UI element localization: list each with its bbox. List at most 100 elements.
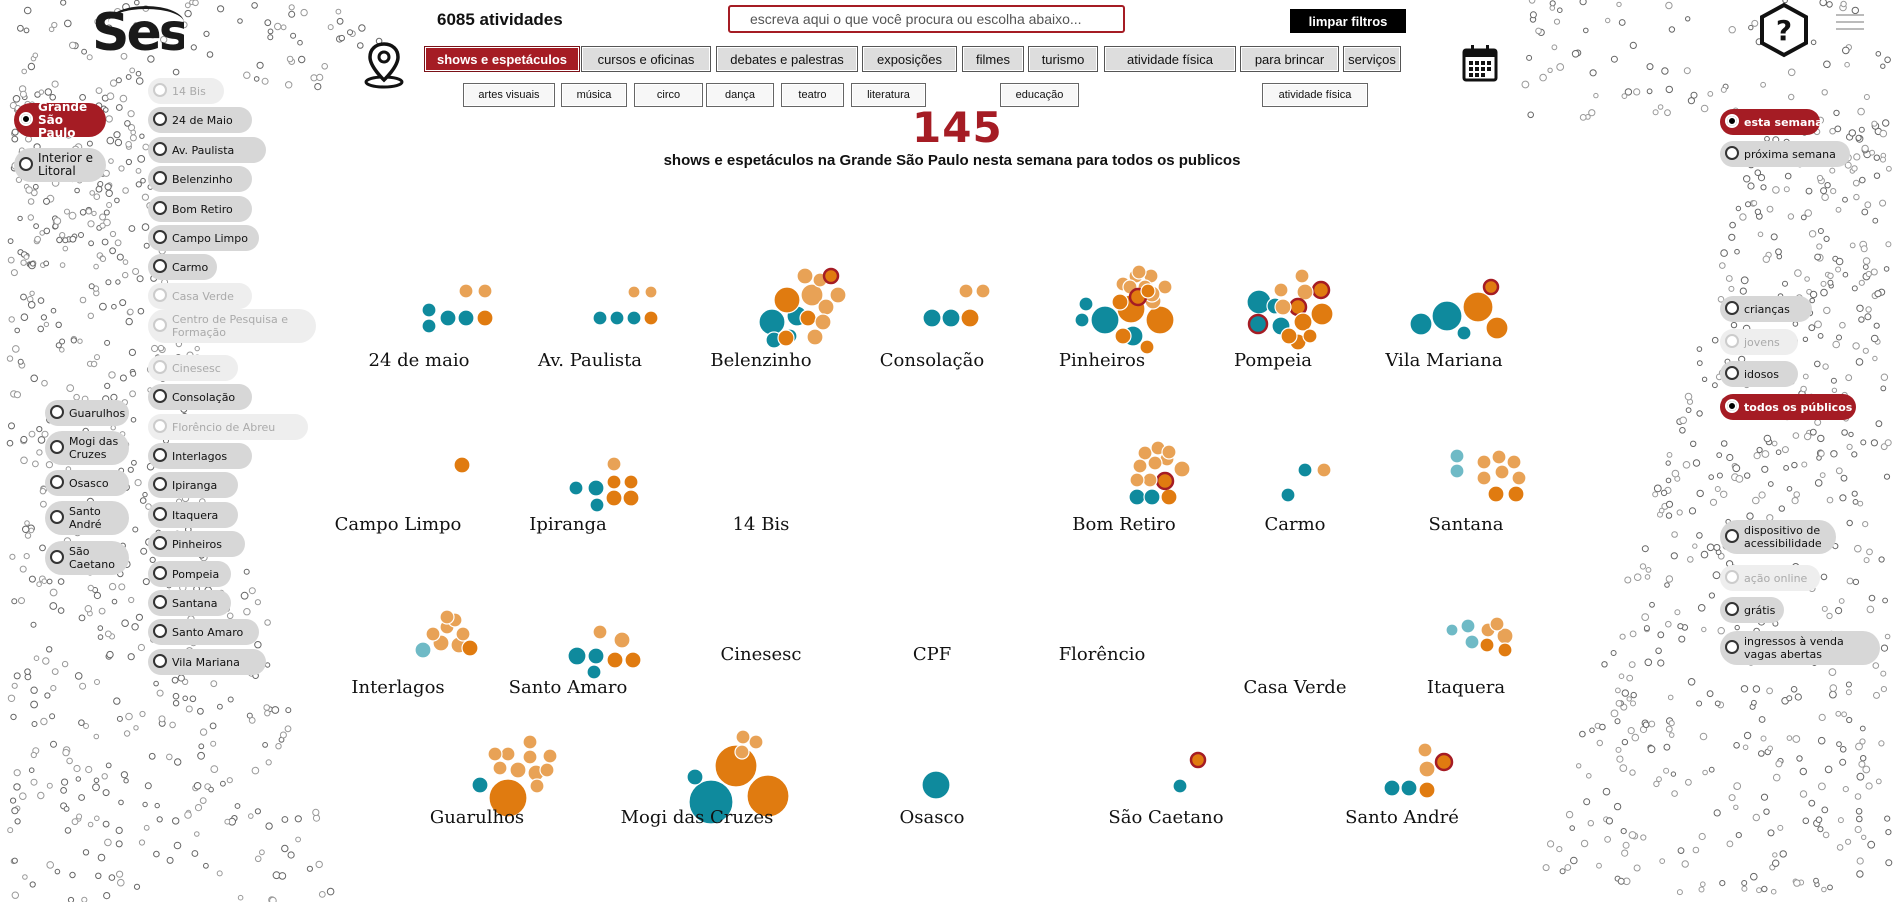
activity-bubble[interactable] [1140, 283, 1156, 299]
activity-bubble[interactable] [799, 309, 817, 327]
activity-bubble[interactable] [1482, 278, 1500, 296]
subcategory-tab-5[interactable]: teatro [781, 83, 844, 107]
subcategory-tab-2[interactable]: música [561, 83, 627, 107]
activity-bubble[interactable] [1417, 742, 1433, 758]
activity-bubble[interactable] [605, 489, 623, 507]
map-unit-label-11[interactable]: Bom Retiro [1072, 514, 1176, 535]
activity-bubble[interactable] [1460, 618, 1476, 634]
map-unit-label-1[interactable]: 24 de maio [368, 350, 470, 371]
activity-bubble[interactable] [1310, 302, 1334, 326]
activity-bubble[interactable] [960, 308, 980, 328]
activity-bubble[interactable] [1111, 293, 1129, 311]
metro-unit-option-1[interactable]: Guarulhos [45, 400, 129, 426]
activity-bubble[interactable] [1418, 760, 1436, 778]
calendar-icon[interactable] [1462, 44, 1498, 82]
activity-bubble[interactable] [1456, 325, 1472, 341]
map-unit-label-3[interactable]: Belenzinho [710, 350, 812, 371]
activity-bubble[interactable] [800, 283, 824, 307]
activity-bubble[interactable] [1280, 487, 1296, 503]
unit-option-2[interactable]: 24 de Maio [148, 107, 252, 133]
activity-bubble[interactable] [627, 285, 641, 299]
unit-option-4[interactable]: Belenzinho [148, 166, 252, 192]
activity-bubble[interactable] [1479, 637, 1495, 653]
activity-bubble[interactable] [421, 318, 437, 334]
map-unit-label-10[interactable]: 14 Bis [732, 514, 790, 535]
audience-option-4[interactable]: todos os públicos [1720, 394, 1856, 420]
category-tab-7[interactable]: atividade física [1104, 46, 1236, 72]
activity-bubble[interactable] [688, 779, 734, 825]
category-tab-3[interactable]: debates e palestras [716, 46, 858, 72]
activity-bubble[interactable] [1294, 268, 1310, 284]
map-unit-label-19[interactable]: Casa Verde [1243, 677, 1347, 698]
activity-bubble[interactable] [589, 497, 605, 513]
activity-bubble[interactable] [1449, 463, 1465, 479]
map-unit-label-25[interactable]: Santo André [1345, 807, 1459, 828]
activity-bubble[interactable] [500, 746, 516, 762]
activity-bubble[interactable] [592, 310, 608, 326]
search-input[interactable] [728, 5, 1125, 33]
map-unit-label-9[interactable]: Ipiranga [529, 514, 607, 535]
activity-bubble[interactable] [773, 286, 801, 314]
activity-bubble[interactable] [1139, 339, 1155, 355]
activity-bubble[interactable] [958, 283, 974, 299]
activity-bubble[interactable] [734, 744, 750, 760]
activity-bubble[interactable] [568, 480, 584, 496]
activity-bubble[interactable] [817, 298, 835, 316]
category-tab-9[interactable]: serviços [1343, 46, 1401, 72]
activity-bubble[interactable] [643, 310, 659, 326]
activity-bubble[interactable] [1311, 280, 1331, 300]
extra-option-4[interactable]: ingressos à venda vagas abertas [1720, 631, 1880, 665]
map-unit-label-21[interactable]: Guarulhos [429, 807, 525, 828]
activity-bubble[interactable] [623, 474, 639, 490]
activity-bubble[interactable] [471, 776, 489, 794]
metro-unit-option-3[interactable]: Osasco [45, 470, 129, 496]
category-tab-4[interactable]: exposições [862, 46, 957, 72]
activity-bubble[interactable] [941, 308, 961, 328]
activity-bubble[interactable] [1155, 471, 1175, 491]
category-tab-6[interactable]: turismo [1028, 46, 1098, 72]
activity-bubble[interactable] [542, 748, 558, 764]
activity-bubble[interactable] [1431, 300, 1463, 332]
extra-option-1[interactable]: dispositivo de acessibilidade [1720, 520, 1836, 554]
activity-bubble[interactable] [624, 651, 642, 669]
unit-option-6[interactable]: Campo Limpo [148, 225, 259, 251]
unit-option-16[interactable]: Pinheiros [148, 531, 245, 557]
map-unit-label-7[interactable]: Vila Mariana [1385, 350, 1503, 371]
activity-bubble[interactable] [606, 474, 622, 490]
period-option-next-week[interactable]: próxima semana [1720, 141, 1850, 167]
activity-bubble[interactable] [1506, 454, 1522, 470]
map-unit-label-22[interactable]: Mogi das Cruzes [620, 807, 774, 828]
activity-bubble[interactable] [1273, 282, 1289, 298]
activity-bubble[interactable] [822, 267, 840, 285]
activity-bubble[interactable] [622, 489, 640, 507]
activity-bubble[interactable] [1189, 751, 1207, 769]
unit-option-3[interactable]: Av. Paulista [148, 137, 266, 163]
activity-bubble[interactable] [644, 285, 658, 299]
activity-bubble[interactable] [455, 626, 471, 642]
location-pin-icon[interactable] [362, 40, 406, 90]
activity-bubble[interactable] [1449, 448, 1465, 464]
activity-bubble[interactable] [1491, 449, 1507, 465]
activity-bubble[interactable] [1137, 445, 1153, 461]
activity-bubble[interactable] [975, 283, 991, 299]
map-unit-label-8[interactable]: Campo Limpo [334, 514, 462, 535]
unit-option-17[interactable]: Pompeia [148, 561, 231, 587]
activity-bubble[interactable] [606, 651, 624, 669]
activity-bubble[interactable] [613, 631, 631, 649]
activity-bubble[interactable] [1274, 298, 1292, 316]
activity-bubble[interactable] [806, 328, 824, 346]
activity-bubble[interactable] [1114, 327, 1132, 345]
activity-bubble[interactable] [1462, 291, 1494, 323]
category-tab-1[interactable]: shows e espetáculos [424, 46, 580, 72]
map-unit-label-13[interactable]: Santana [1428, 514, 1504, 535]
activity-bubble[interactable] [421, 302, 437, 318]
activity-bubble[interactable] [735, 729, 751, 745]
map-unit-label-2[interactable]: Av. Paulista [537, 350, 643, 371]
activity-bubble[interactable] [457, 309, 475, 327]
map-unit-label-20[interactable]: Itaquera [1426, 677, 1506, 698]
activity-bubble[interactable] [1157, 279, 1173, 295]
map-unit-label-18[interactable]: Florêncio [1058, 644, 1146, 665]
metro-unit-option-4[interactable]: Santo André [45, 501, 129, 535]
activity-bubble[interactable] [746, 774, 790, 818]
activity-bubble[interactable] [1147, 455, 1163, 471]
